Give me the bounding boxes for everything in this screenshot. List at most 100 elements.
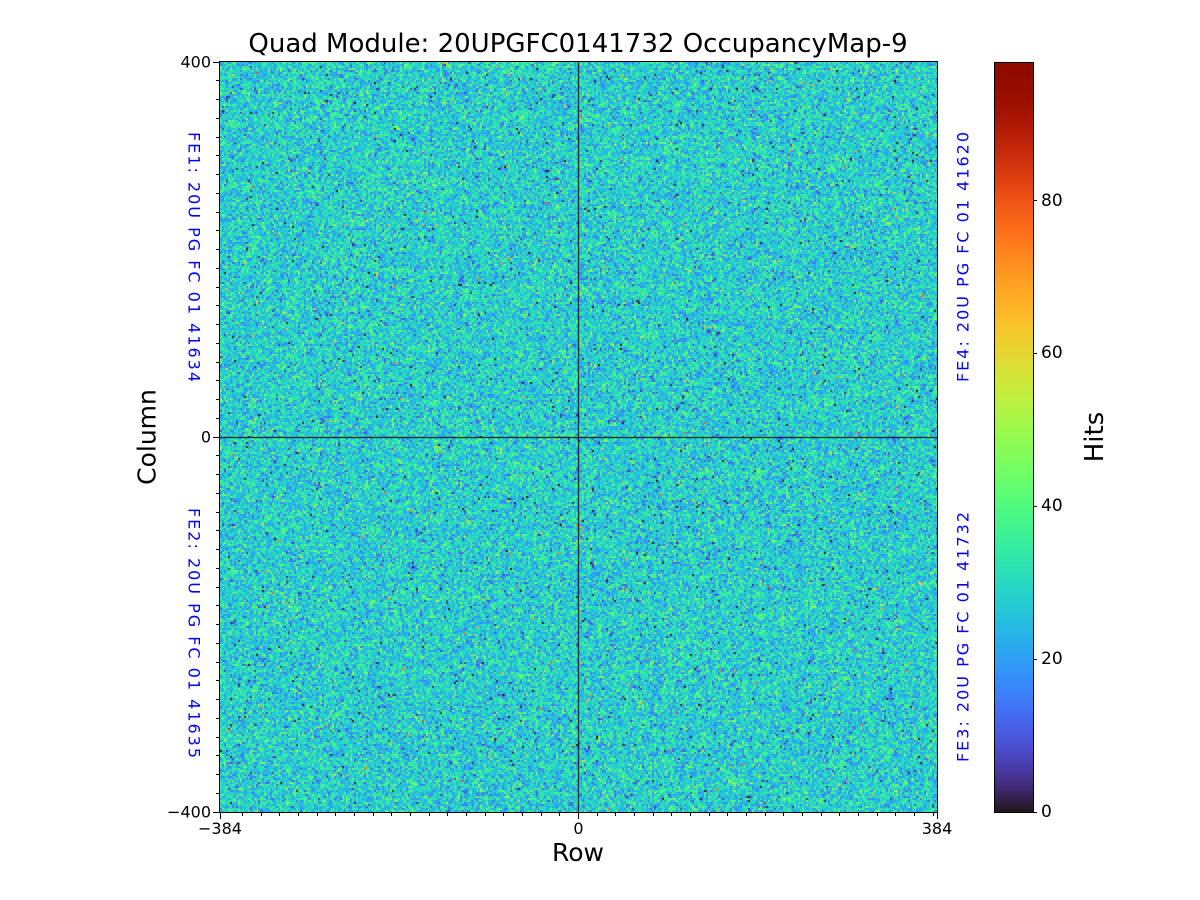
y-minor-tick (216, 699, 220, 700)
colorbar-tick (1033, 352, 1037, 354)
fe3-chip-label: FE3: 20U PG FC 01 41732 (953, 509, 973, 763)
y-major-tick (213, 811, 220, 813)
x-axis-label: Row (552, 838, 604, 867)
y-minor-tick (216, 642, 220, 644)
y-minor-tick (216, 736, 220, 738)
y-minor-tick (216, 717, 220, 719)
y-minor-tick (216, 324, 220, 325)
plot-area (219, 61, 938, 813)
y-axis-label: Column (132, 389, 162, 485)
x-minor-tick (783, 812, 785, 816)
y-minor-tick (216, 136, 220, 138)
y-minor-tick (216, 286, 220, 288)
x-minor-tick (932, 812, 934, 816)
y-minor-tick (216, 567, 220, 569)
x-minor-tick (260, 812, 262, 816)
y-minor-tick (216, 267, 220, 269)
x-minor-tick (746, 812, 748, 816)
colorbar-tick-label: 0 (1041, 802, 1052, 822)
occupancy-heatmap (220, 62, 937, 812)
y-minor-tick (216, 80, 220, 82)
fe1-chip-label: FE1: 20U PG FC 01 41634 (184, 131, 204, 385)
y-tick-label: 0 (200, 427, 211, 447)
x-tick-label: 384 (921, 819, 953, 838)
x-minor-tick (316, 812, 318, 816)
y-minor-tick (216, 417, 220, 419)
colorbar (994, 62, 1034, 813)
colorbar-label: Hits (1080, 411, 1110, 463)
y-minor-tick (216, 474, 220, 475)
x-major-tick (578, 812, 579, 819)
x-minor-tick (690, 812, 692, 816)
x-minor-tick (671, 812, 673, 816)
colorbar-tick (1033, 200, 1037, 202)
y-minor-tick (216, 680, 220, 682)
y-minor-tick (216, 624, 220, 625)
x-minor-tick (596, 812, 598, 816)
x-minor-tick (465, 812, 467, 816)
x-tick-label: 0 (573, 819, 584, 838)
x-minor-tick (708, 812, 710, 816)
y-minor-tick (216, 305, 220, 307)
x-minor-tick (335, 812, 337, 816)
x-minor-tick (409, 812, 411, 816)
colorbar-tick (1033, 811, 1037, 813)
y-minor-tick (216, 586, 220, 588)
x-minor-tick (914, 812, 916, 816)
y-minor-tick (216, 380, 220, 382)
colorbar-tick-label: 80 (1041, 190, 1063, 211)
x-minor-tick (895, 812, 897, 816)
y-major-tick (213, 61, 220, 63)
x-major-tick (936, 812, 938, 819)
x-minor-tick (615, 812, 617, 816)
y-minor-tick (216, 774, 220, 775)
y-major-tick (213, 436, 220, 438)
x-major-tick (219, 812, 221, 819)
y-minor-tick (216, 511, 220, 513)
x-minor-tick (652, 812, 654, 816)
x-minor-tick (764, 812, 766, 816)
y-minor-tick (216, 192, 220, 194)
y-minor-tick (216, 174, 220, 175)
y-minor-tick (216, 661, 220, 663)
y-minor-tick (216, 792, 220, 794)
x-minor-tick (279, 812, 281, 816)
y-minor-tick (216, 549, 220, 550)
y-minor-tick (216, 117, 220, 119)
y-minor-tick (216, 399, 220, 400)
x-minor-tick (241, 812, 243, 816)
y-minor-tick (216, 455, 220, 457)
y-minor-tick (216, 211, 220, 213)
x-minor-tick (727, 812, 729, 816)
fe4-chip-label: FE4: 20U PG FC 01 41620 (953, 129, 973, 383)
y-minor-tick (216, 361, 220, 363)
colorbar-tick-label: 40 (1041, 496, 1063, 517)
y-minor-tick (216, 99, 220, 100)
x-minor-tick (503, 812, 505, 816)
x-minor-tick (372, 812, 374, 816)
x-minor-tick (521, 812, 523, 816)
x-minor-tick (802, 812, 804, 816)
x-minor-tick (634, 812, 636, 816)
x-minor-tick (391, 812, 393, 816)
y-tick-label: −400 (167, 802, 211, 822)
x-minor-tick (540, 812, 542, 816)
colorbar-gradient (995, 63, 1033, 812)
x-minor-tick (353, 812, 355, 816)
colorbar-tick-label: 20 (1041, 649, 1063, 670)
x-tick-label: −384 (198, 819, 242, 838)
x-minor-tick (559, 812, 561, 816)
x-minor-tick (297, 812, 299, 816)
colorbar-tick (1033, 505, 1037, 507)
y-minor-tick (216, 230, 220, 232)
colorbar-tick (1033, 658, 1037, 660)
y-tick-label: 400 (180, 52, 211, 72)
y-minor-tick (216, 755, 220, 757)
y-minor-tick (216, 155, 220, 157)
x-minor-tick (428, 812, 430, 816)
y-minor-tick (216, 492, 220, 494)
y-minor-tick (216, 605, 220, 607)
x-minor-tick (858, 812, 860, 816)
fe2-chip-label: FE2: 20U PG FC 01 41635 (184, 507, 204, 761)
